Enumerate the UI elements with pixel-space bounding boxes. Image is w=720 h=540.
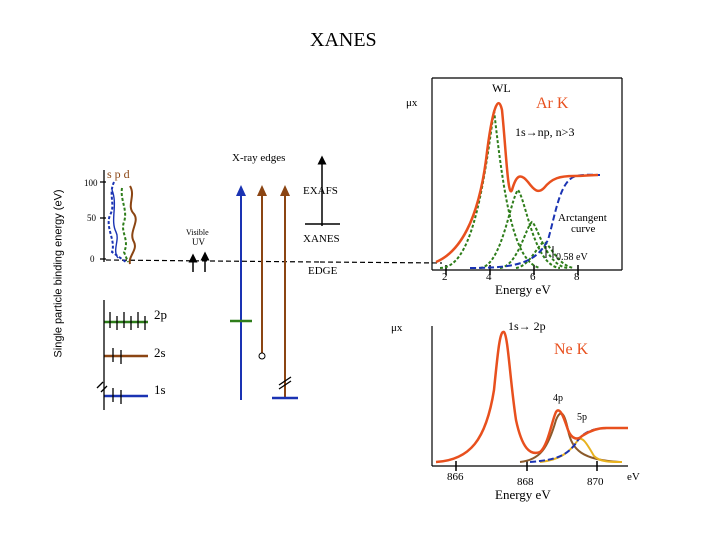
edge-dashed-line (319, 261, 443, 264)
ar-xlabel: Energy eV (495, 282, 551, 297)
ar-xtick-4: 4 (486, 271, 492, 283)
ar-xtick-6: 6 (530, 271, 536, 283)
ar-arctangent-label-2: curve (571, 223, 596, 235)
visible-label: Visible (186, 228, 209, 237)
transition-2p-arrow (272, 185, 298, 400)
ar-component-3 (499, 220, 569, 269)
level-label-1s: 1s (154, 382, 166, 397)
ne-ticks (455, 461, 598, 471)
slide-title: XANES (310, 29, 377, 51)
edge-label: EDGE (308, 265, 338, 277)
y-tick-100: 100 (84, 178, 98, 188)
level-2p (104, 312, 148, 330)
y-tick-50: 50 (87, 213, 96, 223)
transition-1s-arrow (230, 185, 252, 400)
ne-xtick-870: 870 (587, 476, 604, 488)
ne-component-yellow (539, 437, 623, 463)
ar-wl-label: WL (492, 81, 511, 95)
ar-transition: 1s→np, n>3 (515, 125, 575, 139)
ar-xtick-8: 8 (574, 271, 580, 283)
p-dos-curve (120, 187, 129, 263)
ne-ylabel: μx (391, 322, 403, 334)
ne-panel-frame (431, 326, 628, 467)
ne-x-unit: eV (627, 471, 640, 483)
xanes-label: XANES (303, 233, 340, 245)
uv-label: UV (192, 237, 205, 247)
ne-peak-5p: 5p (577, 412, 587, 423)
ar-xtick-2: 2 (442, 271, 448, 283)
ne-xlabel: Energy eV (495, 487, 551, 502)
ne-component-brown (519, 412, 621, 463)
ne-xtick-868: 868 (517, 476, 534, 488)
ar-title: Ar K (536, 95, 569, 112)
transition-2s-arrow (257, 185, 267, 360)
ne-peak-4p: 4p (553, 393, 563, 404)
ne-title: Ne K (554, 341, 589, 358)
s-dos-curve-2 (111, 189, 119, 259)
ar-arctangent-label-1: Arctangent (558, 212, 607, 224)
level-label-2s: 2s (154, 345, 166, 360)
ne-spectrum (435, 330, 628, 464)
xray-edges-label: X-ray edges (232, 152, 286, 164)
ar-component-4 (515, 240, 575, 269)
ar-spectrum (435, 102, 599, 264)
zero-dashed-line (105, 259, 321, 263)
ne-transition: 1s→ 2p (508, 319, 546, 333)
d-dos-curve (128, 185, 137, 265)
ar-component-2 (479, 188, 561, 269)
ar-panel-frame (431, 77, 623, 271)
level-2s (104, 348, 148, 364)
ar-component-1 (439, 109, 541, 269)
ne-xtick-866: 866 (447, 471, 464, 483)
level-label-2p: 2p (154, 307, 167, 322)
orbital-header: s p d (107, 167, 130, 181)
y-tick-0: 0 (90, 254, 95, 264)
energy-axis (100, 170, 106, 262)
exafs-label: EXAFS (303, 185, 338, 197)
ar-energy-marker: 0.58 eV (556, 252, 588, 263)
ar-ylabel: μx (406, 97, 418, 109)
s-dos-curve (107, 181, 127, 263)
